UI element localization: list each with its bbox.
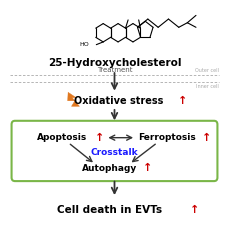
Text: Cell death in EVTs: Cell death in EVTs: [57, 205, 163, 215]
Text: HO: HO: [80, 42, 90, 47]
Text: ↑: ↑: [202, 133, 211, 143]
Text: Ferroptosis: Ferroptosis: [138, 133, 195, 142]
Text: ↑: ↑: [95, 133, 104, 143]
Text: ↑: ↑: [178, 96, 187, 106]
Text: Crosstalk: Crosstalk: [91, 148, 138, 157]
Text: Treatment: Treatment: [97, 67, 132, 73]
Text: 25-Hydroxycholesterol: 25-Hydroxycholesterol: [48, 58, 181, 68]
FancyBboxPatch shape: [12, 121, 217, 181]
Text: Autophagy: Autophagy: [82, 164, 138, 173]
Text: Apoptosis: Apoptosis: [37, 133, 88, 142]
Polygon shape: [68, 92, 79, 106]
Text: ↑: ↑: [190, 205, 199, 215]
Text: Outer cell: Outer cell: [195, 68, 218, 72]
Text: Oxidative stress: Oxidative stress: [74, 96, 164, 106]
Text: Inner cell: Inner cell: [196, 84, 218, 89]
Text: ↑: ↑: [143, 163, 152, 173]
